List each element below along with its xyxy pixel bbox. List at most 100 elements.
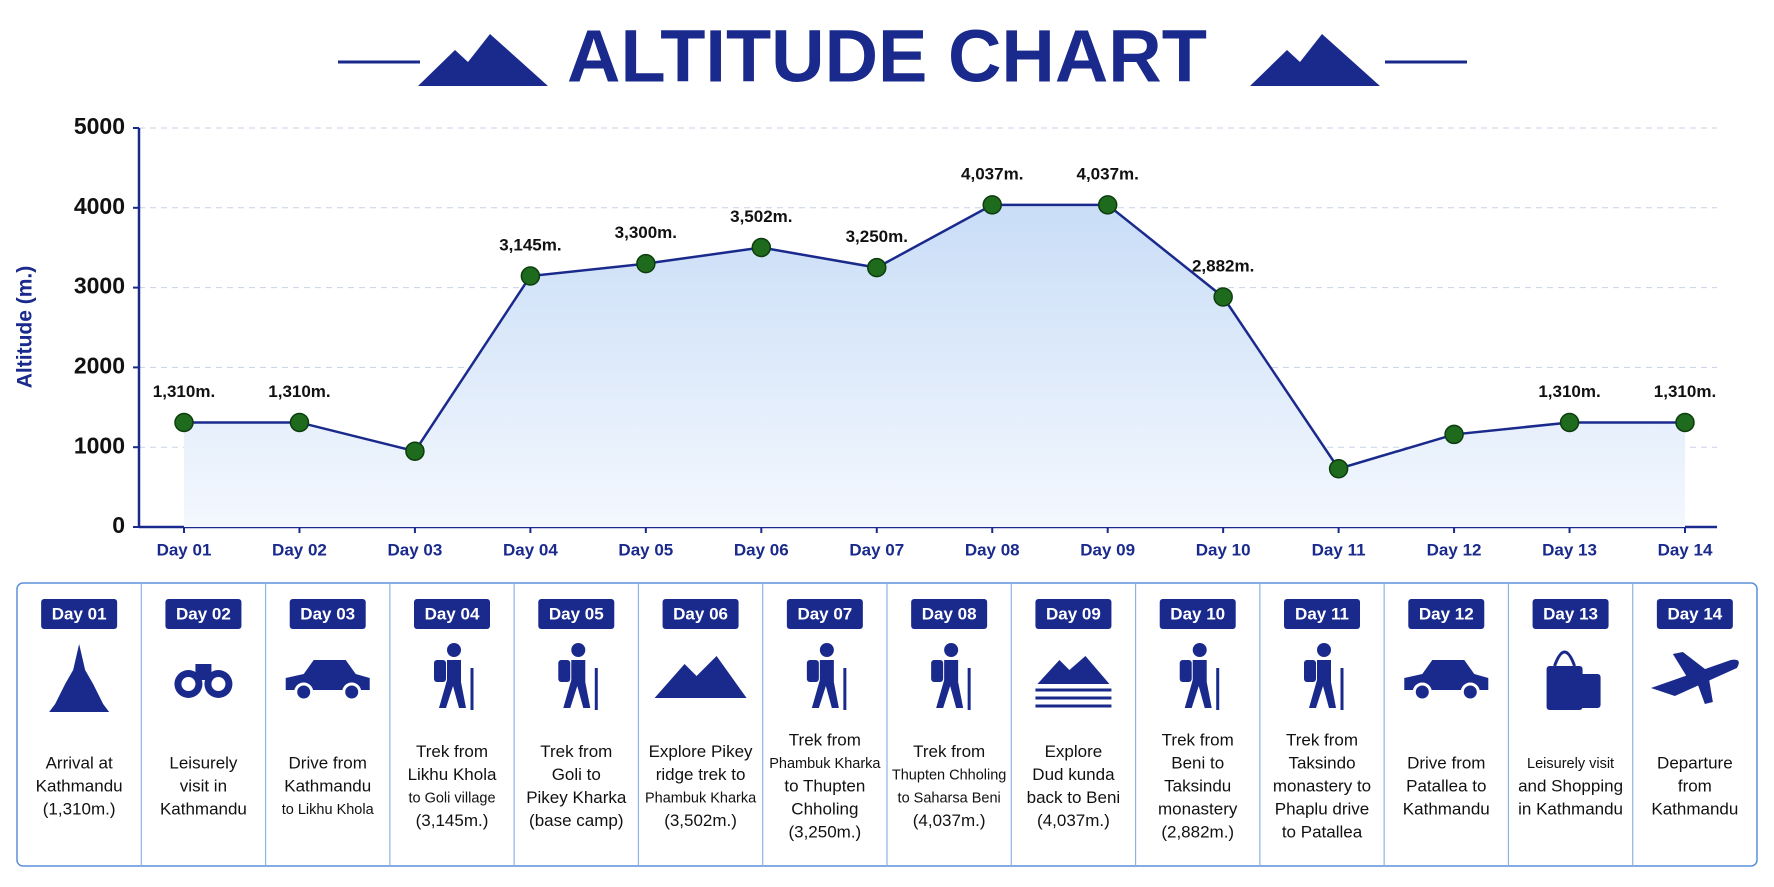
card-text: monastery to <box>1273 776 1371 795</box>
x-tick-label: Day 12 <box>1427 540 1482 559</box>
x-tick-label: Day 14 <box>1658 540 1713 559</box>
icon-part <box>1546 666 1583 710</box>
icon-part <box>811 660 839 708</box>
icon-part <box>1404 660 1489 690</box>
day-badge-label: Day 12 <box>1419 604 1474 623</box>
mountain-icon <box>418 34 548 86</box>
icon-part <box>1309 660 1336 708</box>
card-text: Kathmandu <box>36 776 123 795</box>
value-label: 3,145m. <box>499 236 561 255</box>
x-tick-label: Day 06 <box>734 540 789 559</box>
card-text: to Patallea <box>1282 822 1363 841</box>
day-badge <box>911 599 988 629</box>
icon-plane <box>1650 652 1739 704</box>
card-text: from <box>1678 776 1712 795</box>
y-tick-label: 0 <box>112 512 125 538</box>
card-text: (1,310m.) <box>43 799 116 818</box>
day-badge-label: Day 09 <box>1046 604 1101 623</box>
day-badge-label: Day 14 <box>1667 604 1722 623</box>
x-tick-label: Day 13 <box>1542 540 1597 559</box>
day-badge <box>165 599 242 629</box>
card-text: (3,502m.) <box>664 811 737 830</box>
card-text: Thupten Chholing <box>892 767 1006 783</box>
icon-part <box>1317 643 1331 657</box>
icon-hiker <box>558 643 598 710</box>
icon-part <box>342 682 362 702</box>
icon-mountains <box>654 656 747 698</box>
day-badge-label: Day 08 <box>922 604 977 623</box>
icon-lake <box>1035 656 1112 708</box>
icon-part <box>654 656 747 698</box>
day-badge <box>41 599 118 629</box>
mountain-icon <box>1250 34 1380 86</box>
icon-part <box>434 660 446 682</box>
icon-part <box>181 677 196 691</box>
point <box>405 441 425 461</box>
card-text: to Saharsa Beni <box>898 790 1001 806</box>
card-text: Likhu Khola <box>408 765 497 784</box>
y-axis-label: Altitude (m.) <box>14 266 37 388</box>
icon-stupa <box>49 644 110 712</box>
icon-part <box>211 677 226 691</box>
point <box>1213 287 1233 307</box>
day-badge-label: Day 11 <box>1295 604 1349 623</box>
x-tick-label: Day 01 <box>157 540 212 559</box>
point <box>1328 458 1349 479</box>
icon-part <box>1460 682 1480 702</box>
point <box>1444 424 1464 445</box>
card-text: Trek from <box>540 742 612 761</box>
card-text: Patallea to <box>1406 776 1486 795</box>
card-text: Arrival at <box>46 753 113 772</box>
x-tick-label: Day 09 <box>1080 540 1135 559</box>
card-text: Phambuk Kharka <box>769 756 881 772</box>
y-tick-label: 5000 <box>74 113 125 139</box>
card-text: to Likhu Khola <box>282 802 375 818</box>
icon-part <box>1696 678 1713 704</box>
icon-part <box>49 644 110 712</box>
icon-part <box>1672 652 1709 680</box>
card-text: Leisurely <box>169 753 238 772</box>
icon-part <box>931 660 944 682</box>
day-badge-label: Day 06 <box>673 604 728 623</box>
icon-part <box>806 660 819 682</box>
y-tick-label: 1000 <box>74 432 125 458</box>
altitude-line <box>184 203 1685 471</box>
y-tick-label: 4000 <box>74 193 125 219</box>
card-text: (2,882m.) <box>1161 822 1234 841</box>
card-text: and Shopping <box>1518 776 1623 795</box>
icon-part <box>571 643 586 657</box>
point <box>289 412 310 433</box>
icon-part <box>1192 643 1207 657</box>
card-text: Drive from <box>1407 753 1485 772</box>
icon-part <box>944 643 959 657</box>
icon-part <box>1037 656 1110 684</box>
x-tick-label: Day 07 <box>849 540 904 559</box>
card-text: Trek from <box>789 730 861 749</box>
icon-part <box>563 660 591 708</box>
card-text: ridge trek to <box>656 765 746 784</box>
card-text: Leisurely visit <box>1527 756 1614 772</box>
card-text: (base camp) <box>529 811 623 830</box>
icon-part <box>439 660 466 708</box>
x-tick-label: Day 10 <box>1196 540 1251 559</box>
x-tick-label: Day 03 <box>388 540 443 559</box>
icon-hiker <box>806 643 847 710</box>
icon-part <box>1650 659 1739 696</box>
icon-hiker <box>931 643 971 710</box>
card-text: (4,037m.) <box>913 811 986 830</box>
point <box>1559 412 1580 433</box>
icon-car <box>285 660 370 702</box>
day-badge-label: Day 01 <box>52 604 107 623</box>
card-text: monastery <box>1158 799 1238 818</box>
icon-binoculars <box>174 664 233 698</box>
icon-part <box>936 660 964 708</box>
card-text: Explore <box>1045 742 1103 761</box>
day-badge <box>1035 599 1112 629</box>
icon-part <box>1553 650 1576 667</box>
x-tick-label: Day 05 <box>618 540 673 559</box>
value-label: 2,882m. <box>1192 257 1254 276</box>
card-text: Taksindo <box>1288 753 1355 772</box>
day-badge <box>1656 599 1733 629</box>
card-text: Explore Pikey <box>649 742 753 761</box>
